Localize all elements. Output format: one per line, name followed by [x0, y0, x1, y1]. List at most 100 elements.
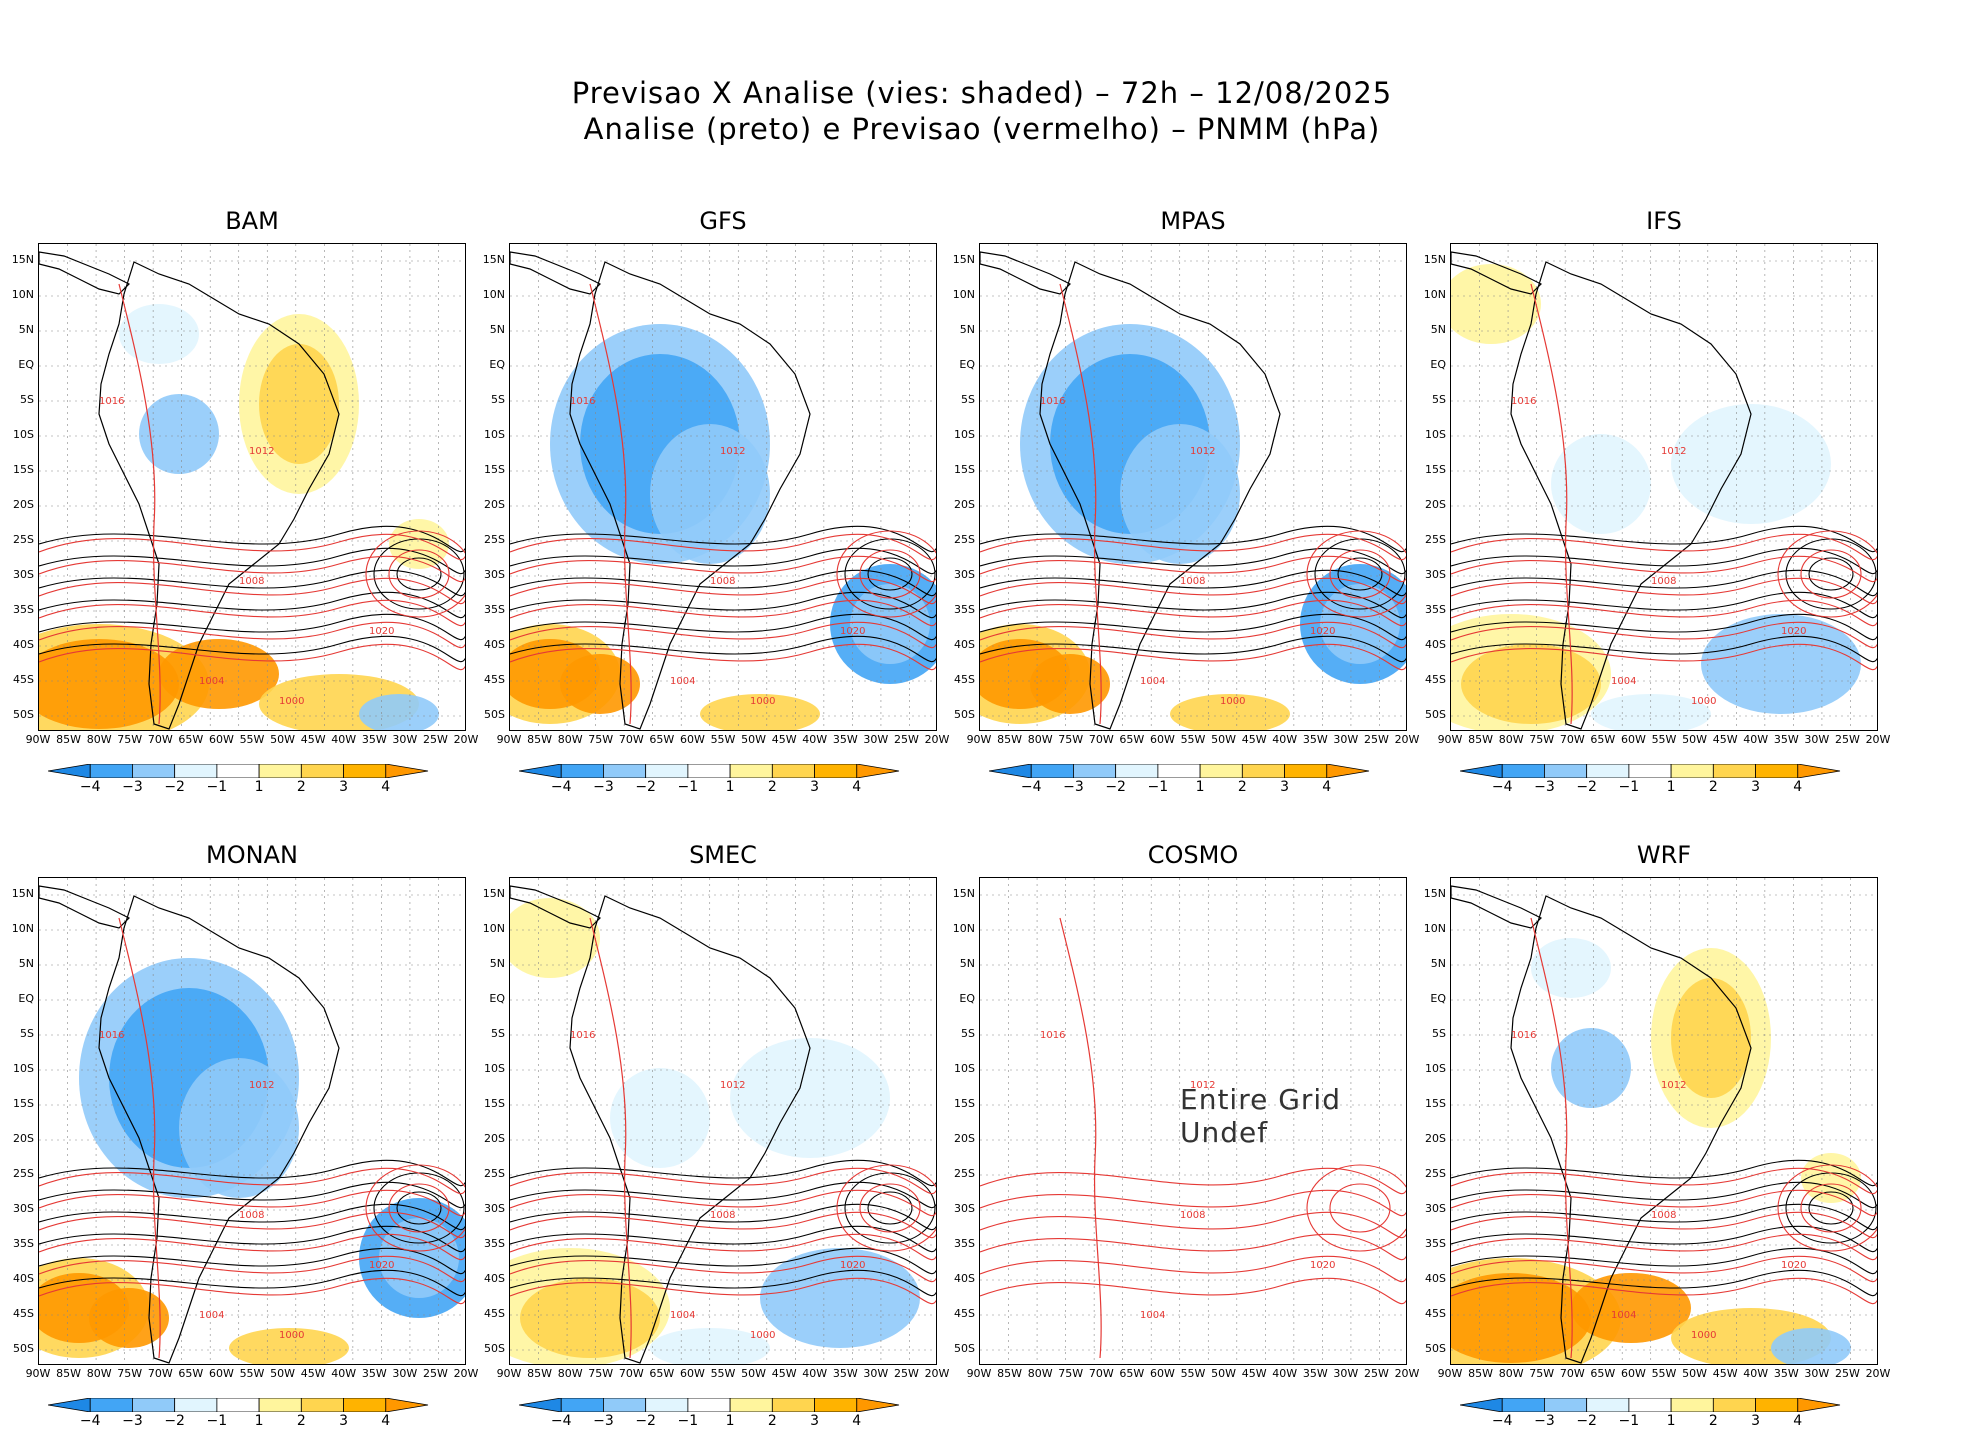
colorbar-segment: [1544, 763, 1588, 779]
colorbar-label: 2: [767, 1413, 777, 1429]
isobar-line: [1451, 547, 1877, 575]
lon-label: 80W: [1027, 1367, 1053, 1380]
colorbar-label: −2: [1576, 1413, 1597, 1429]
colorbar-segment: [603, 763, 647, 779]
lat-label: 45S: [954, 673, 975, 686]
contour-label: 1012: [249, 1080, 274, 1091]
lat-label: 5N: [959, 957, 975, 970]
lon-label: 45W: [1712, 1367, 1738, 1380]
contour-label: 1004: [670, 676, 695, 687]
isobar-line: [1451, 525, 1877, 553]
lat-label: 5S: [961, 393, 975, 406]
map-canvas: 1012 1016 1020 1008 1004 1000: [1451, 878, 1877, 1364]
lat-label: 5N: [18, 957, 34, 970]
lon-label: 80W: [1498, 1367, 1524, 1380]
contour-label: 1008: [239, 576, 264, 587]
isobar-line: [39, 1181, 465, 1209]
bias-region: [1771, 1328, 1851, 1364]
bias-region: [389, 519, 449, 569]
lat-label: 50S: [1425, 1342, 1446, 1355]
lon-label: 85W: [1468, 733, 1493, 746]
colorbar-segment: [1241, 763, 1285, 779]
lat-label: EQ: [959, 358, 975, 371]
colorbar-label: 4: [852, 779, 862, 795]
bias-region: [359, 694, 439, 730]
lat-label: 15N: [11, 253, 34, 266]
lat-label: 10S: [13, 428, 34, 441]
colorbar-segment: [1628, 1397, 1672, 1413]
map-canvas: 1012 1016 1020 1008 1004 1000: [980, 244, 1406, 730]
colorbar-segment: [1073, 763, 1117, 779]
isobar-line: [1451, 1277, 1877, 1305]
lon-label: 20W: [1865, 1367, 1891, 1380]
lon-label: 70W: [147, 733, 173, 746]
bias-region: [119, 304, 199, 364]
contour-label: 1012: [1190, 446, 1215, 457]
lat-label: 30S: [954, 1202, 975, 1215]
lon-label: 90W: [966, 733, 992, 746]
isobar-line: [510, 1189, 936, 1217]
isobar-line: [980, 1255, 1406, 1283]
isobar-line: [836, 1164, 936, 1252]
lon-label: 35W: [361, 733, 387, 746]
panel-title-gfs: GFS: [699, 207, 747, 235]
bias-region: [650, 424, 770, 564]
isobar-line: [1808, 557, 1854, 591]
panel-title-mpas: MPAS: [1160, 207, 1226, 235]
lat-label: 10N: [482, 922, 505, 935]
lat-label: 45S: [1425, 673, 1446, 686]
isobar-line: [1451, 1233, 1877, 1261]
lat-label: 15S: [484, 463, 505, 476]
coastline: [39, 251, 131, 295]
isobar-line: [510, 1203, 936, 1231]
lon-label: 70W: [618, 1367, 644, 1380]
bias-region: [139, 394, 219, 474]
lat-label: 15N: [952, 887, 975, 900]
lon-label: 35W: [1773, 733, 1799, 746]
lat-label: 30S: [484, 568, 505, 581]
lon-label: 35W: [1302, 733, 1328, 746]
lat-label: 10N: [952, 922, 975, 935]
colorbar-label: 4: [381, 1413, 391, 1429]
lon-label: 30W: [392, 1367, 418, 1380]
isobar-line: [1800, 549, 1862, 599]
colorbar-label: 2: [296, 1413, 306, 1429]
coastline: [1451, 251, 1543, 295]
colorbar-segment: [518, 1397, 562, 1413]
isobar-line: [1451, 1189, 1877, 1217]
lat-label: 35S: [13, 603, 34, 616]
lat-label: EQ: [1430, 992, 1446, 1005]
lon-label: 80W: [1027, 733, 1053, 746]
isobar-line: [1451, 643, 1877, 671]
lon-label: 25W: [422, 733, 448, 746]
coastline: [510, 251, 602, 295]
figure-title-line2: Analise (preto) e Previsao (vermelho) – …: [583, 112, 1381, 146]
contour-label: 1012: [1661, 1080, 1686, 1091]
lat-label: 25S: [13, 533, 34, 546]
lat-label: 15S: [954, 463, 975, 476]
lon-label: 25W: [893, 733, 919, 746]
lat-label: 20S: [1425, 1132, 1446, 1145]
bias-region: [730, 1038, 890, 1158]
isobar-line: [1451, 1269, 1877, 1297]
colorbar-label: 3: [810, 1413, 819, 1429]
colorbar-segment: [729, 1397, 773, 1413]
isobar-line: [510, 1277, 936, 1305]
lat-label: 35S: [484, 603, 505, 616]
lon-label: 65W: [649, 1367, 675, 1380]
panel-title-cosmo: COSMO: [1147, 841, 1239, 869]
contour-label: 1020: [369, 1260, 394, 1271]
lat-label: 10S: [954, 1062, 975, 1075]
contour-label: 1020: [1781, 1260, 1806, 1271]
contour-label: 1020: [1310, 1260, 1335, 1271]
isobar-line: [39, 547, 465, 575]
colorbar-label: −1: [677, 1413, 699, 1429]
colorbar-segment: [1712, 1397, 1756, 1413]
colorbar-label: 4: [1793, 1413, 1803, 1429]
lat-label: 45S: [1425, 1307, 1446, 1320]
colorbar: [988, 763, 1389, 782]
isobar-line: [589, 917, 632, 1359]
lat-label: 5S: [491, 393, 505, 406]
lon-label: 80W: [557, 733, 583, 746]
colorbar-label: −4: [79, 1413, 101, 1429]
